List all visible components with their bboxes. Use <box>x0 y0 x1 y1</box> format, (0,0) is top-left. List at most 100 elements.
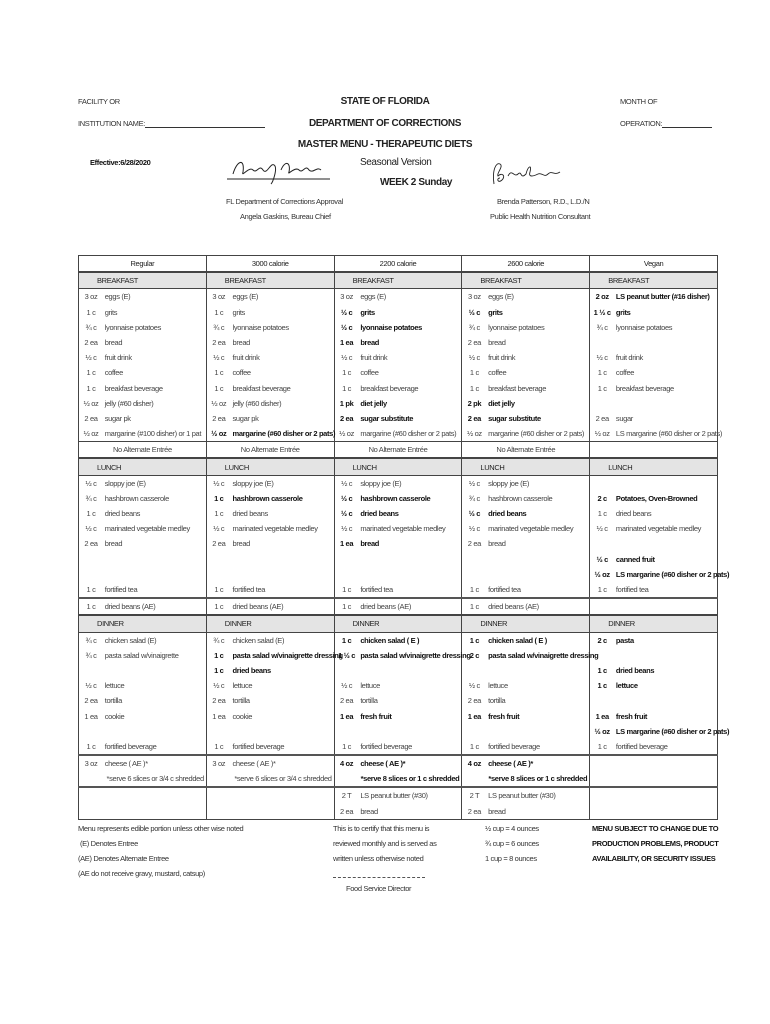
alternate-entree-note: No Alternate Entrée <box>205 441 335 459</box>
portion-qty: ½ c <box>213 524 225 534</box>
meal-label: BREAKFAST <box>461 271 591 290</box>
portion-qty: 1 c <box>342 368 352 378</box>
column-header: 2200 calorie <box>333 255 463 273</box>
menu-cell: 2 ea sugar pk <box>78 410 207 427</box>
menu-cell: 2 ea sugar substitute <box>333 410 463 427</box>
menu-cell: 2 ea bread <box>78 334 207 351</box>
food-item: pasta salad w/vinaigrette dressing <box>360 650 471 660</box>
portion-qty: ½ c <box>468 478 480 488</box>
portion-qty: 1 c <box>597 509 607 519</box>
alternate-entree-note <box>589 441 718 459</box>
food-item: fortified tea <box>360 585 393 595</box>
menu-cell <box>333 723 463 739</box>
portion-qty: ¾ c <box>85 322 97 332</box>
food-item: coffee <box>488 368 507 378</box>
food-item: cheese ( AE )* <box>360 759 406 769</box>
portion-qty: 1 c <box>597 741 607 751</box>
food-item: dried beans <box>104 509 141 519</box>
food-item: sugar <box>615 413 633 423</box>
effective-date: Effective:6/28/2020 <box>90 158 151 167</box>
menu-cell: ½ oz LS margarine (#60 disher or 2 pats) <box>589 723 729 739</box>
meal-label: LUNCH <box>589 457 718 476</box>
menu-cell <box>589 786 718 804</box>
menu-cell: 1 c chicken salad ( E ) <box>333 632 463 648</box>
portion-qty: 1 ea <box>84 711 98 721</box>
menu-cell: 1 c pasta salad w/vinaigrette dressing <box>205 647 343 663</box>
menu-cell <box>589 334 718 351</box>
food-item: tortilla <box>360 696 378 706</box>
menu-cell: 1 c coffee <box>333 365 463 381</box>
menu-cell: 1 c hashbrown casserole <box>205 490 335 506</box>
food-item: fresh fruit <box>615 711 648 721</box>
food-item: bread <box>232 539 251 549</box>
certify-text: This is to certify that this menu is <box>333 824 430 833</box>
menu-cell: 1 ½ c pasta salad w/vinaigrette dressing <box>333 647 471 663</box>
operation-field[interactable]: OPERATION: <box>620 119 713 128</box>
menu-cell: ¾ c lyonnaise potatoes <box>78 319 207 335</box>
portion-qty: ½ c <box>468 307 481 317</box>
portion-qty: 3 oz <box>212 292 226 302</box>
menu-cell: 4 oz cheese ( AE )* <box>333 753 463 772</box>
menu-item-row: ¾ c chicken salad (E) ¾ c chicken salad (… <box>78 632 718 648</box>
footer-note: (E) Denotes Entree <box>80 839 138 848</box>
menu-item-row: 2 ea bread 2 ea bread 1 ea bread 2 ea bread <box>78 536 718 552</box>
menu-item-row: 1 c breakfast beverage 1 c breakfast beve… <box>78 380 718 396</box>
food-item: bread <box>360 539 380 549</box>
portion-qty: 2 ea <box>84 539 98 549</box>
menu-cell: 2 T LS peanut butter (#30) <box>461 786 591 804</box>
meal-label: DINNER <box>205 614 335 633</box>
food-item: LS peanut butter (#16 disher) <box>615 292 710 302</box>
seasonal-version: Seasonal Version <box>360 157 432 168</box>
menu-cell: 2 ea bread <box>461 536 591 552</box>
food-item: pasta salad w/vinaigrette <box>104 650 179 660</box>
menu-item-row: ½ c lettuce ½ c lettuce ½ c lettuce ½ c let… <box>78 678 718 694</box>
food-item: lyonnaise potatoes <box>360 322 422 332</box>
footer-note: Menu represents edible portion unless ot… <box>78 824 244 833</box>
menu-cell: ¾ c pasta salad w/vinaigrette <box>78 647 207 663</box>
menu-cell: 3 oz eggs (E) <box>333 288 463 305</box>
food-item: eggs (E) <box>232 292 259 302</box>
meal-label: BREAKFAST <box>589 271 718 290</box>
food-item: dried beans <box>232 665 272 675</box>
portion-qty: 1 c <box>214 493 224 503</box>
portion-qty: 3 oz <box>212 759 226 769</box>
disclaimer: AVAILABILITY, OR SECURITY ISSUES <box>592 854 716 863</box>
food-item: coffee <box>615 368 635 378</box>
institution-name-field[interactable]: INSTITUTION NAME: <box>78 119 265 128</box>
month-label: MONTH OF <box>620 97 658 106</box>
food-item: marinated vegetable medley <box>232 524 318 534</box>
portion-qty: 2 T <box>341 791 352 801</box>
portion-qty: 1 c <box>597 665 607 675</box>
portion-qty: ½ c <box>596 353 608 363</box>
portion-qty: 1 c <box>469 741 479 751</box>
certify-text: written unless otherwise noted <box>333 854 424 863</box>
food-item: coffee <box>104 368 124 378</box>
portion-qty: 1 c <box>86 383 96 393</box>
menu-cell: 1 c dried beans <box>205 506 335 522</box>
food-item: sugar pk <box>104 413 131 423</box>
menu-cell <box>589 395 718 411</box>
menu-cell: 1 c fortified beverage <box>333 738 463 755</box>
menu-item-row: ½ c fruit drink ½ c fruit drink ½ c fruit … <box>78 350 718 366</box>
menu-cell: 3 oz eggs (E) <box>78 288 207 305</box>
disclaimer: MENU SUBJECT TO CHANGE DUE TO <box>592 824 719 833</box>
portion-qty: 2 ea <box>84 338 98 348</box>
menu-cell: 1 c fortified tea <box>589 581 718 599</box>
menu-cell: 1 ea bread <box>333 334 463 351</box>
food-item: bread <box>488 338 506 348</box>
food-item: cheese ( AE )* <box>232 759 276 769</box>
disclaimer: PRODUCTION PROBLEMS, PRODUCT <box>592 839 719 848</box>
portion-qty: ½ c <box>340 509 353 519</box>
portion-qty: ½ c <box>468 681 480 691</box>
portion-qty: 1 ea <box>212 711 226 721</box>
menu-cell: ½ c lettuce <box>205 678 335 694</box>
portion-qty: 1 ea <box>339 711 354 721</box>
food-item: fortified tea <box>104 585 138 595</box>
portion-qty: 1 c <box>86 509 96 519</box>
meal-label: BREAKFAST <box>78 271 207 290</box>
menu-cell: ½ c fruit drink <box>205 350 335 366</box>
menu-cell <box>461 566 591 582</box>
conversion: 1 cup = 8 ounces <box>485 854 537 863</box>
menu-cell <box>589 597 718 616</box>
food-item: grits <box>488 307 503 317</box>
